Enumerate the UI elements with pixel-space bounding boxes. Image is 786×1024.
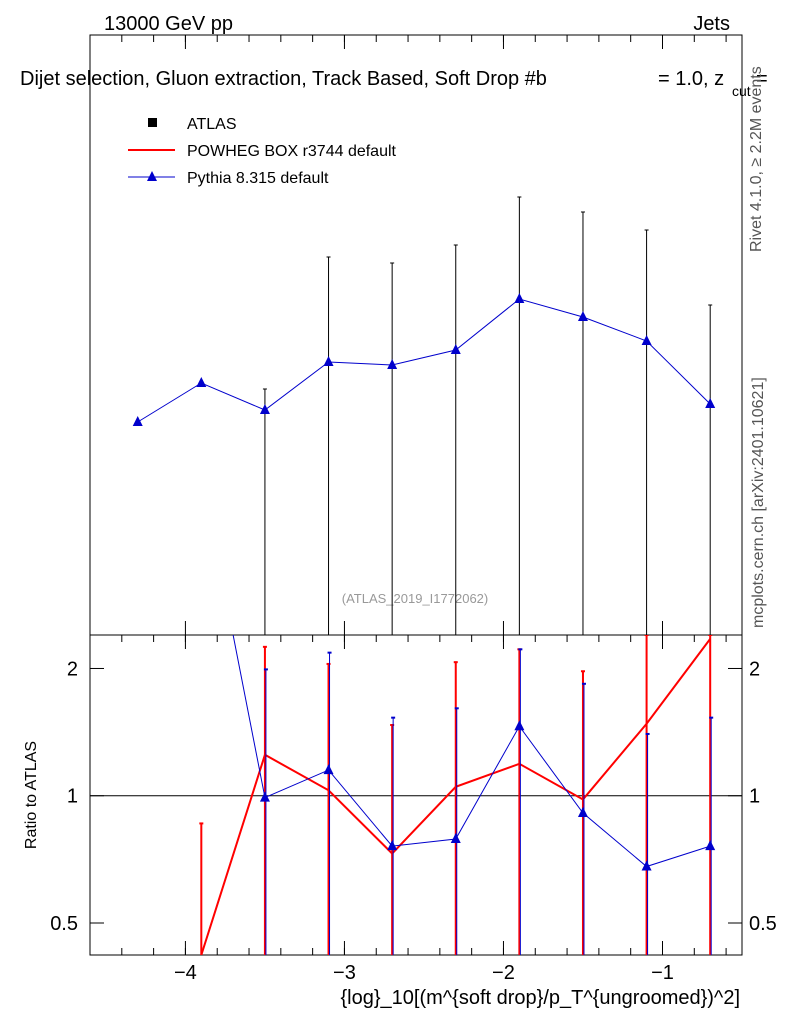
x-tick-label: −4 xyxy=(174,962,197,984)
pythia-main-point xyxy=(387,359,398,369)
legend-atlas-label: ATLAS xyxy=(187,116,237,133)
pythia-main-point xyxy=(259,404,270,414)
pythia-main-point xyxy=(196,377,207,387)
pythia-ratio-point xyxy=(577,807,588,818)
pythia-main-line xyxy=(137,298,711,423)
pythia-ratio-line xyxy=(232,635,711,868)
ratio-y-tick-label-right: 1 xyxy=(749,786,760,808)
pythia-main-point xyxy=(705,398,716,408)
x-tick-label: −1 xyxy=(651,962,674,984)
pythia-main-point xyxy=(577,311,588,321)
ratio-ylabel: Ratio to ATLAS xyxy=(23,741,40,849)
plot-title-end: = xyxy=(756,68,768,90)
pythia-ratio-point xyxy=(450,833,461,844)
legend-powheg-label: POWHEG BOX r3744 default xyxy=(187,143,397,160)
plot-title-prefix: Dijet selection, Gluon extraction, Track… xyxy=(20,68,547,90)
ratio-frame xyxy=(89,634,743,956)
x-axis-label: {log}_10[(m^{soft drop}/p_T^{ungroomed})… xyxy=(340,987,740,1009)
powheg-ratio-line xyxy=(200,638,711,955)
ratio-panel-marks xyxy=(90,635,742,955)
pythia-main-point xyxy=(132,416,143,426)
pythia-main-point xyxy=(450,344,461,354)
plot-title-eq: = 1.0, z xyxy=(658,68,724,90)
pythia-main-point xyxy=(641,335,652,345)
pythia-ratio-point xyxy=(641,860,652,871)
main-panel-marks xyxy=(132,196,716,635)
ratio-y-tick-label-right: 2 xyxy=(749,658,760,680)
mcplots-label: mcplots.cern.ch [arXiv:2401.10621] xyxy=(750,377,767,628)
rivet-label: Rivet 4.1.0, ≥ 2.2M events xyxy=(748,66,765,252)
pythia-ratio-point xyxy=(323,764,334,775)
legend-pythia-marker xyxy=(147,171,157,181)
x-tick-label: −2 xyxy=(492,962,515,984)
legend-pythia-label: Pythia 8.315 default xyxy=(187,170,329,187)
pythia-ratio-point xyxy=(705,840,716,851)
ratio-clipped-group xyxy=(90,635,742,955)
pythia-ratio-point xyxy=(259,791,270,802)
category-label: Jets xyxy=(693,13,730,35)
pythia-main-point xyxy=(323,356,334,366)
legend-atlas-marker xyxy=(148,118,157,127)
axes: −4 −3 −2 −1 0.5 0.5 1 1 2 2 xyxy=(50,35,777,984)
energy-label: 13000 GeV pp xyxy=(104,13,233,35)
ratio-y-tick-label-left: 0.5 xyxy=(50,913,78,935)
plot-title-sub: cut xyxy=(732,83,751,99)
ratio-y-tick-label-right: 0.5 xyxy=(749,913,777,935)
analysis-watermark: (ATLAS_2019_I1772062) xyxy=(342,591,488,606)
ratio-y-tick-label-left: 1 xyxy=(67,786,78,808)
x-tick-label: −3 xyxy=(333,962,356,984)
pythia-ratio-point xyxy=(387,840,398,851)
ratio-y-tick-label-left: 2 xyxy=(67,658,78,680)
pythia-main-point xyxy=(514,293,525,303)
pythia-ratio-point xyxy=(514,720,525,731)
